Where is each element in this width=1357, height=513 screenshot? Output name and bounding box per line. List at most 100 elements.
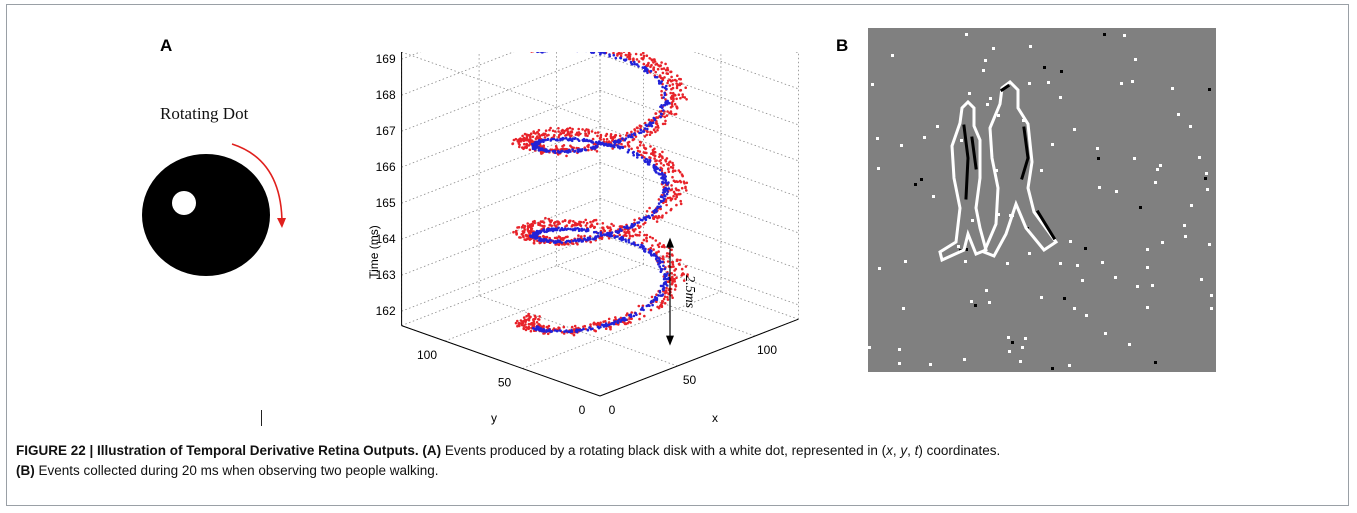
event-point — [599, 52, 602, 56]
noise-event — [1040, 296, 1043, 299]
event-point — [638, 317, 641, 321]
noise-event — [1060, 70, 1063, 73]
event-point — [660, 155, 664, 158]
event-point — [542, 324, 545, 328]
event-point — [654, 170, 657, 173]
event-point — [639, 128, 643, 132]
noise-event — [1021, 346, 1024, 349]
event-point — [657, 79, 661, 83]
event-point — [656, 206, 659, 209]
event-point — [654, 239, 658, 242]
event-point — [656, 259, 659, 263]
noise-event — [1177, 113, 1180, 116]
noise-event — [1006, 262, 1009, 265]
noise-event — [1084, 247, 1087, 250]
event-point — [643, 156, 646, 159]
event-point — [657, 306, 661, 310]
event-point — [648, 160, 651, 163]
event-point — [646, 127, 649, 131]
event-point — [522, 136, 526, 140]
event-point — [577, 134, 580, 137]
event-point — [516, 319, 519, 323]
event-point — [599, 133, 603, 137]
event-point — [676, 258, 679, 262]
event-point — [669, 198, 673, 201]
event-point — [547, 324, 551, 328]
figure-caption: FIGURE 22 | Illustration of Temporal Der… — [16, 441, 1336, 481]
event-point — [554, 138, 558, 142]
event-point — [675, 203, 678, 207]
event-point — [650, 295, 654, 299]
event-point — [663, 302, 667, 305]
x-axis-label: x — [712, 411, 718, 425]
event-point — [562, 144, 566, 147]
event-point — [625, 225, 629, 228]
event-point — [650, 253, 653, 257]
noise-event — [902, 307, 905, 310]
event-point — [537, 323, 541, 326]
event-point — [658, 74, 662, 77]
grid-line — [599, 248, 799, 320]
event-point — [532, 231, 535, 235]
event-point — [577, 229, 581, 232]
event-point — [648, 248, 652, 252]
event-point — [596, 222, 599, 226]
event-point — [583, 324, 587, 328]
event-point — [643, 314, 646, 318]
event-point — [678, 83, 682, 87]
event-point — [604, 327, 608, 331]
event-point — [632, 242, 636, 245]
event-point — [526, 224, 530, 228]
event-point — [560, 241, 564, 244]
event-point — [669, 91, 672, 95]
event-point — [511, 142, 515, 145]
event-point — [584, 238, 587, 241]
event-point — [644, 247, 647, 251]
event-point — [569, 240, 572, 243]
event-point — [556, 220, 559, 223]
event-point — [655, 122, 658, 125]
event-point — [673, 280, 676, 283]
event-point — [530, 227, 534, 230]
event-point — [651, 236, 654, 240]
event-point — [521, 134, 524, 138]
event-point — [661, 150, 664, 154]
event-point — [616, 319, 620, 323]
noise-event — [964, 260, 967, 263]
noise-event — [1198, 156, 1201, 159]
event-point — [645, 236, 648, 240]
event-point — [680, 267, 684, 271]
event-point — [639, 245, 642, 249]
event-point — [607, 237, 611, 240]
event-point — [537, 318, 541, 321]
event-point — [594, 140, 598, 144]
event-point — [548, 223, 551, 227]
event-point — [555, 329, 559, 333]
noise-event — [1063, 297, 1066, 300]
event-point — [670, 265, 673, 269]
event-noise — [868, 33, 1213, 370]
event-point — [636, 63, 639, 66]
noise-event — [1059, 96, 1062, 99]
event-point — [521, 320, 524, 324]
event-point — [559, 329, 562, 333]
event-point — [661, 71, 665, 75]
event-point — [576, 238, 580, 241]
event-point — [634, 243, 637, 247]
event-point — [527, 326, 531, 329]
grid-line — [401, 248, 601, 326]
event-point — [667, 170, 671, 174]
event-point — [651, 303, 654, 307]
event-point — [528, 231, 531, 235]
noise-event — [1007, 336, 1010, 339]
noise-event — [1206, 188, 1209, 191]
panel-a-letter: A — [160, 36, 173, 55]
period-arrow-head-bottom — [666, 335, 674, 346]
event-point — [571, 242, 575, 245]
event-point — [671, 281, 674, 285]
event-point — [659, 199, 663, 203]
event-point — [657, 198, 661, 201]
event-point — [653, 252, 656, 256]
y-axis-line — [401, 325, 601, 397]
plot-points — [511, 52, 689, 337]
